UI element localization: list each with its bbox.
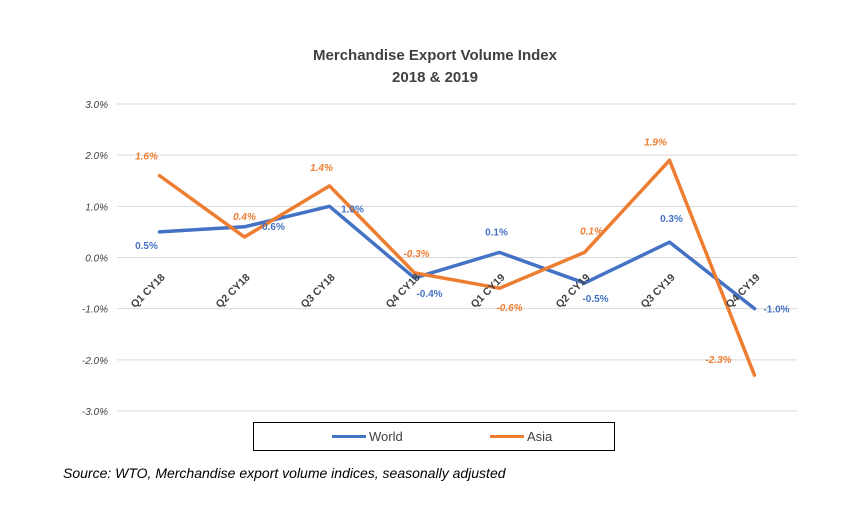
- legend-swatch-world: [332, 435, 366, 438]
- legend-item-asia: Asia: [490, 429, 552, 444]
- y-tick-label: 0.0%: [85, 254, 108, 265]
- y-tick-label: 2.0%: [84, 151, 108, 162]
- data-label-asia: -2.3%: [705, 355, 731, 366]
- data-label-world: -0.4%: [416, 289, 442, 300]
- x-tick-label: Q2 CY18: [214, 272, 253, 311]
- legend-swatch-asia: [490, 435, 524, 438]
- y-tick-label: -2.0%: [82, 356, 108, 367]
- data-label-asia: -0.6%: [496, 303, 522, 314]
- source-note: Source: WTO, Merchandise export volume i…: [63, 465, 506, 481]
- data-label-world: 0.3%: [660, 214, 683, 225]
- y-tick-label: -1.0%: [82, 305, 108, 316]
- data-label-asia: 1.4%: [310, 163, 333, 174]
- series-line-asia: [157, 158, 757, 377]
- x-tick-label: Q3 CY19: [639, 272, 678, 311]
- legend: World Asia: [253, 422, 615, 451]
- data-label-world: -1.0%: [763, 305, 789, 316]
- legend-label-asia: Asia: [527, 429, 553, 444]
- data-label-asia: 0.4%: [233, 212, 256, 223]
- y-tick-label: 3.0%: [85, 100, 108, 111]
- chart-title-line1: Merchandise Export Volume Index: [313, 47, 557, 64]
- data-label-asia: 0.1%: [580, 226, 603, 237]
- data-label-asia: -0.3%: [403, 249, 429, 260]
- legend-item-world: World: [332, 429, 403, 444]
- y-tick-label: 1.0%: [85, 202, 108, 213]
- y-tick-label: -3.0%: [82, 407, 108, 418]
- data-label-world: 0.5%: [135, 241, 158, 252]
- data-label-world: 0.1%: [485, 227, 508, 238]
- chart-title-line2: 2018 & 2019: [392, 69, 478, 86]
- data-label-asia: 1.9%: [644, 137, 667, 148]
- data-label-world: -0.5%: [582, 294, 608, 305]
- x-tick-label: Q1 CY18: [129, 272, 168, 311]
- data-label-world: 1.0%: [341, 204, 364, 215]
- data-label-asia: 1.6%: [135, 152, 158, 163]
- series-line-world: [157, 204, 757, 311]
- legend-label-world: World: [369, 429, 403, 444]
- data-label-world: 0.6%: [262, 222, 285, 233]
- x-tick-label: Q3 CY18: [299, 272, 338, 311]
